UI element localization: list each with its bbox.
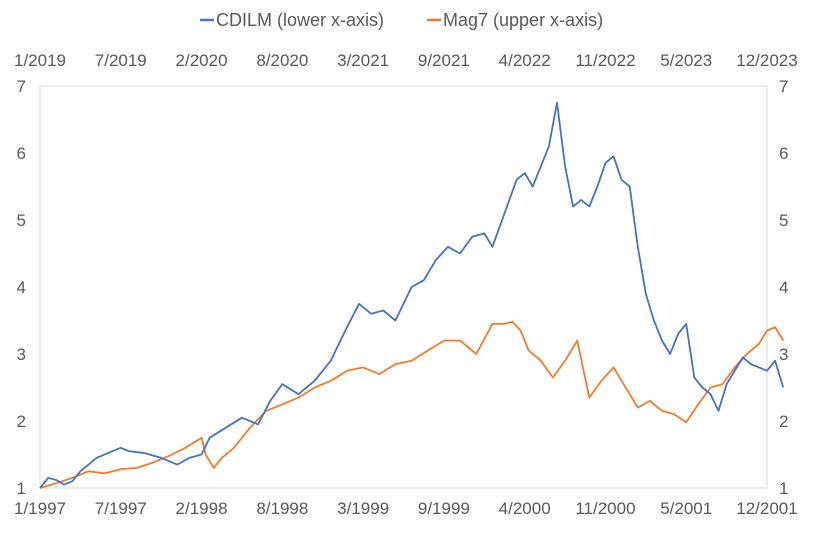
y-left-tick-label: 2 [17, 412, 26, 431]
x-lower-tick-label: 5/2001 [660, 499, 712, 518]
series-line-cdilm [39, 101, 785, 489]
x-axis-upper: 1/2019 7/2019 2/2020 8/2020 3/2021 9/2021 4/20… [14, 51, 798, 70]
y-right-tick-label: 4 [779, 278, 788, 297]
y-axis-left: 1 2 3 4 5 6 7 [17, 77, 26, 498]
y-right-tick-label: 2 [779, 412, 788, 431]
x-upper-tick-label: 1/2019 [14, 51, 66, 70]
x-upper-tick-label: 2/2020 [176, 51, 228, 70]
x-lower-tick-label: 4/2000 [499, 499, 551, 518]
series-line-mag7 [39, 320, 784, 489]
y-right-tick-label: 5 [779, 211, 788, 230]
y-axis-right: 1 2 3 4 5 6 7 [779, 77, 788, 498]
x-lower-tick-label: 3/1999 [337, 499, 389, 518]
x-upper-tick-label: 7/2019 [95, 51, 147, 70]
plot-area [39, 85, 768, 489]
x-upper-tick-label: 9/2021 [418, 51, 470, 70]
series-group [39, 101, 785, 489]
x-lower-tick-label: 2/1998 [176, 499, 228, 518]
x-lower-tick-label: 12/2001 [736, 499, 797, 518]
y-left-tick-label: 5 [17, 211, 26, 230]
y-right-tick-label: 3 [779, 345, 788, 364]
legend: CDILM (lower x-axis) Mag7 (upper x-axis) [200, 10, 603, 30]
legend-label-mag7: Mag7 (upper x-axis) [443, 10, 603, 30]
x-lower-tick-label: 9/1999 [418, 499, 470, 518]
y-right-tick-label: 1 [779, 479, 788, 498]
y-left-tick-label: 4 [17, 278, 26, 297]
x-upper-tick-label: 4/2022 [499, 51, 551, 70]
x-upper-tick-label: 5/2023 [660, 51, 712, 70]
legend-label-cdilm: CDILM (lower x-axis) [216, 10, 384, 30]
x-upper-tick-label: 3/2021 [337, 51, 389, 70]
y-right-tick-label: 7 [779, 77, 788, 96]
x-lower-tick-label: 11/2000 [575, 499, 635, 518]
x-lower-tick-label: 1/1997 [14, 499, 66, 518]
y-left-tick-label: 1 [17, 479, 26, 498]
x-upper-tick-label: 8/2020 [256, 51, 308, 70]
y-right-tick-label: 6 [779, 144, 788, 163]
x-lower-tick-label: 7/1997 [95, 499, 147, 518]
y-left-tick-label: 3 [17, 345, 26, 364]
x-axis-lower: 1/1997 7/1997 2/1998 8/1998 3/1999 9/1999 4/20… [14, 499, 798, 518]
x-lower-tick-label: 8/1998 [256, 499, 308, 518]
x-upper-tick-label: 11/2022 [575, 51, 635, 70]
y-left-tick-label: 6 [17, 144, 26, 163]
x-upper-tick-label: 12/2023 [736, 51, 797, 70]
y-left-tick-label: 7 [17, 77, 26, 96]
